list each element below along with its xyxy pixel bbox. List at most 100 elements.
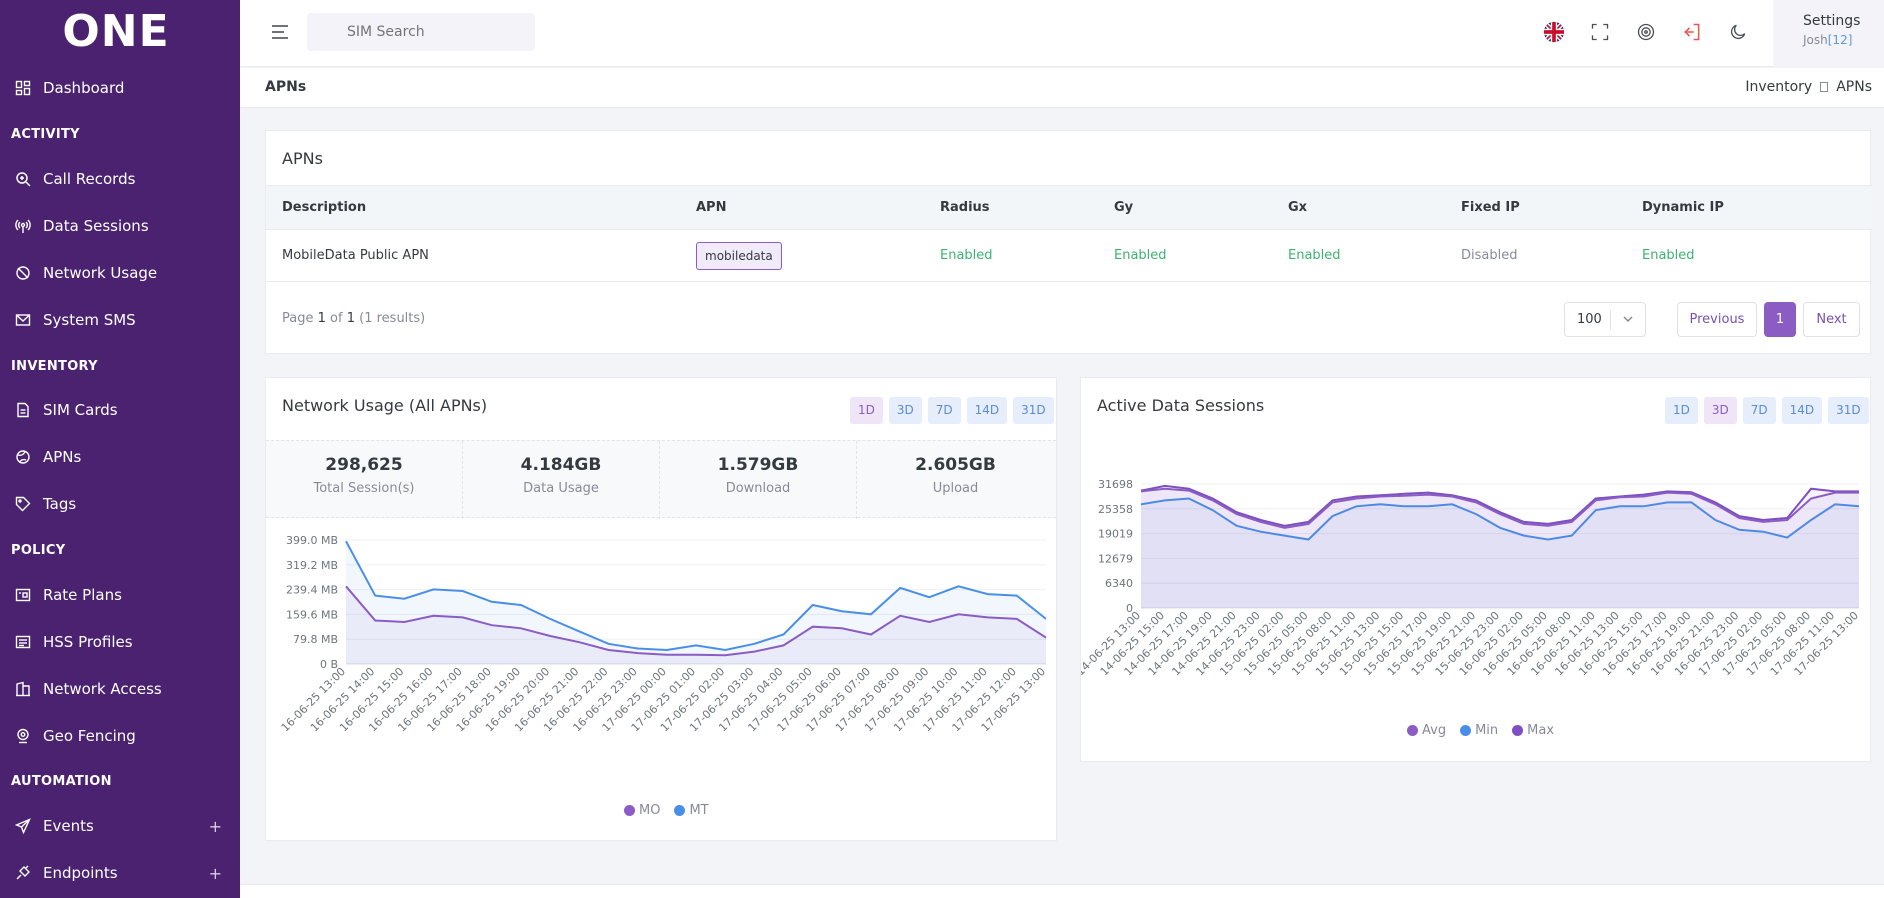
range-7d-button[interactable]: 7D [1742,397,1776,424]
apn-table-card: APNs Description APN Radius Gy Gx Fixed … [265,130,1872,354]
range-1d-button[interactable]: 1D [850,397,883,424]
sidebar-item-label: Geo Fencing [43,727,136,745]
building-icon [15,681,31,697]
range-31d-button[interactable]: 31D [1828,397,1869,424]
sidebar-heading-inventory: INVENTORY [11,359,98,374]
user-id: [12] [1827,33,1853,47]
active-sessions-title: Active Data Sessions [1097,396,1265,415]
sidebar-item-apns[interactable]: APNs [0,437,240,477]
profile-list-icon [15,634,31,650]
sidebar-item-label: SIM Cards [43,401,118,419]
sidebar-item-hss-profiles[interactable]: HSS Profiles [0,622,240,662]
stat-total-sessions: 298,625 Total Session(s) [266,441,463,519]
column-header-gy[interactable]: Gy [1114,200,1134,215]
breadcrumb-apns: APNs [1836,79,1872,95]
target-icon[interactable] [1634,20,1658,44]
legend-dot-mt [674,805,686,816]
expand-plus-icon[interactable]: + [208,863,222,883]
y-tick-label: 0 B [320,658,338,671]
legend-dot-avg [1407,725,1418,736]
series-line-mt [345,540,1047,652]
range-3d-button[interactable]: 3D [1703,397,1737,424]
y-tick-label: 399.0 MB [286,534,338,547]
settings-user-menu[interactable]: Settings Josh[12] [1773,0,1884,67]
sidebar-item-rate-plans[interactable]: Rate Plans [0,575,240,615]
next-page-button[interactable]: Next [1803,302,1860,337]
sidebar-item-tags[interactable]: Tags [0,484,240,524]
sidebar-item-system-sms[interactable]: System SMS [0,300,240,340]
legend-dot-max [1512,725,1524,736]
hamburger-menu-icon[interactable] [270,22,290,42]
fullscreen-icon[interactable] [1588,20,1612,44]
range-14d-button[interactable]: 14D [966,397,1008,424]
sidebar-item-endpoints[interactable]: Endpoints + [0,853,240,893]
sidebar-item-label: Tags [43,495,77,513]
range-1d-button[interactable]: 1D [1665,397,1698,424]
y-tick-label: 319.2 MB [286,559,338,572]
active-sessions-legend: Avg Min Max [1407,723,1554,738]
chevron-down-icon [1621,312,1635,326]
breadcrumb: Inventory APNs [1745,79,1872,95]
column-header-radius[interactable]: Radius [940,200,990,215]
sidebar-item-events[interactable]: Events + [0,806,240,846]
column-header-description[interactable]: Description [282,200,367,215]
map-pin-icon [15,728,31,744]
sidebar-heading-policy: POLICY [11,543,66,558]
range-14d-button[interactable]: 14D [1781,397,1823,424]
y-tick-label: 12679 [1098,552,1133,565]
y-tick-label: 19019 [1098,528,1133,541]
cell-dynamic-ip-status: Enabled [1642,248,1695,263]
sidebar-heading-automation: AUTOMATION [11,774,112,789]
sidebar-item-network-access[interactable]: Network Access [0,669,240,709]
dark-mode-moon-icon[interactable] [1726,20,1750,44]
sidebar-item-label: APNs [43,448,82,466]
cell-gx-status: Enabled [1288,248,1341,263]
column-header-apn[interactable]: APN [696,200,727,215]
previous-page-button[interactable]: Previous [1677,302,1757,337]
sidebar-item-geo-fencing[interactable]: Geo Fencing [0,716,240,756]
table-header: Description APN Radius Gy Gx Fixed IP Dy… [266,185,1872,230]
sidebar-item-label: Rate Plans [43,586,122,604]
logout-icon[interactable] [1680,20,1704,44]
column-header-fixed-ip[interactable]: Fixed IP [1461,200,1520,215]
send-icon [15,818,31,834]
sidebar-item-network-usage[interactable]: Network Usage [0,253,240,293]
column-header-dynamic-ip[interactable]: Dynamic IP [1642,200,1724,215]
sidebar-item-label: System SMS [43,311,136,329]
app-logo[interactable]: ONE [62,6,170,57]
breadcrumb-inventory[interactable]: Inventory [1745,79,1813,95]
range-31d-button[interactable]: 31D [1013,397,1054,424]
series-line-max [1140,484,1859,527]
column-header-gx[interactable]: Gx [1288,200,1308,215]
sidebar-item-label: Network Access [43,680,162,698]
page-size-select[interactable]: 100 [1564,302,1646,337]
legend-item-max[interactable]: Max [1512,723,1554,738]
series-line-mo [345,585,1047,657]
page-1-button[interactable]: 1 [1764,302,1796,337]
table-row[interactable]: MobileData Public APN mobiledata Enabled… [266,230,1872,282]
sidebar-item-call-records[interactable]: Call Records [0,159,240,199]
breadcrumb-separator-icon [1820,82,1829,92]
range-3d-button[interactable]: 3D [888,397,922,424]
series-line-avg [1140,487,1859,529]
legend-item-mt[interactable]: MT [674,803,709,818]
y-tick-label: 239.4 MB [286,584,338,597]
network-usage-card: Network Usage (All APNs) 1D 3D 7D 14D 31… [265,377,1057,841]
legend-item-mo[interactable]: MO [624,803,660,818]
series-area-avg [1141,488,1859,608]
sidebar-item-dashboard[interactable]: Dashboard [0,68,240,108]
expand-plus-icon[interactable]: + [208,816,222,836]
sim-search-input[interactable] [307,13,535,51]
series-area-mt [346,541,1046,664]
sidebar-heading-activity: ACTIVITY [11,127,80,142]
range-7d-button[interactable]: 7D [927,397,961,424]
uk-flag-icon[interactable] [1542,20,1566,44]
search-zoom-icon [15,171,31,187]
legend-item-avg[interactable]: Avg [1407,723,1446,738]
legend-item-min[interactable]: Min [1460,723,1498,738]
tag-icon [15,496,31,512]
sidebar-item-sim-cards[interactable]: SIM Cards [0,390,240,430]
sidebar-item-data-sessions[interactable]: Data Sessions [0,206,240,246]
apn-badge[interactable]: mobiledata [696,242,782,270]
